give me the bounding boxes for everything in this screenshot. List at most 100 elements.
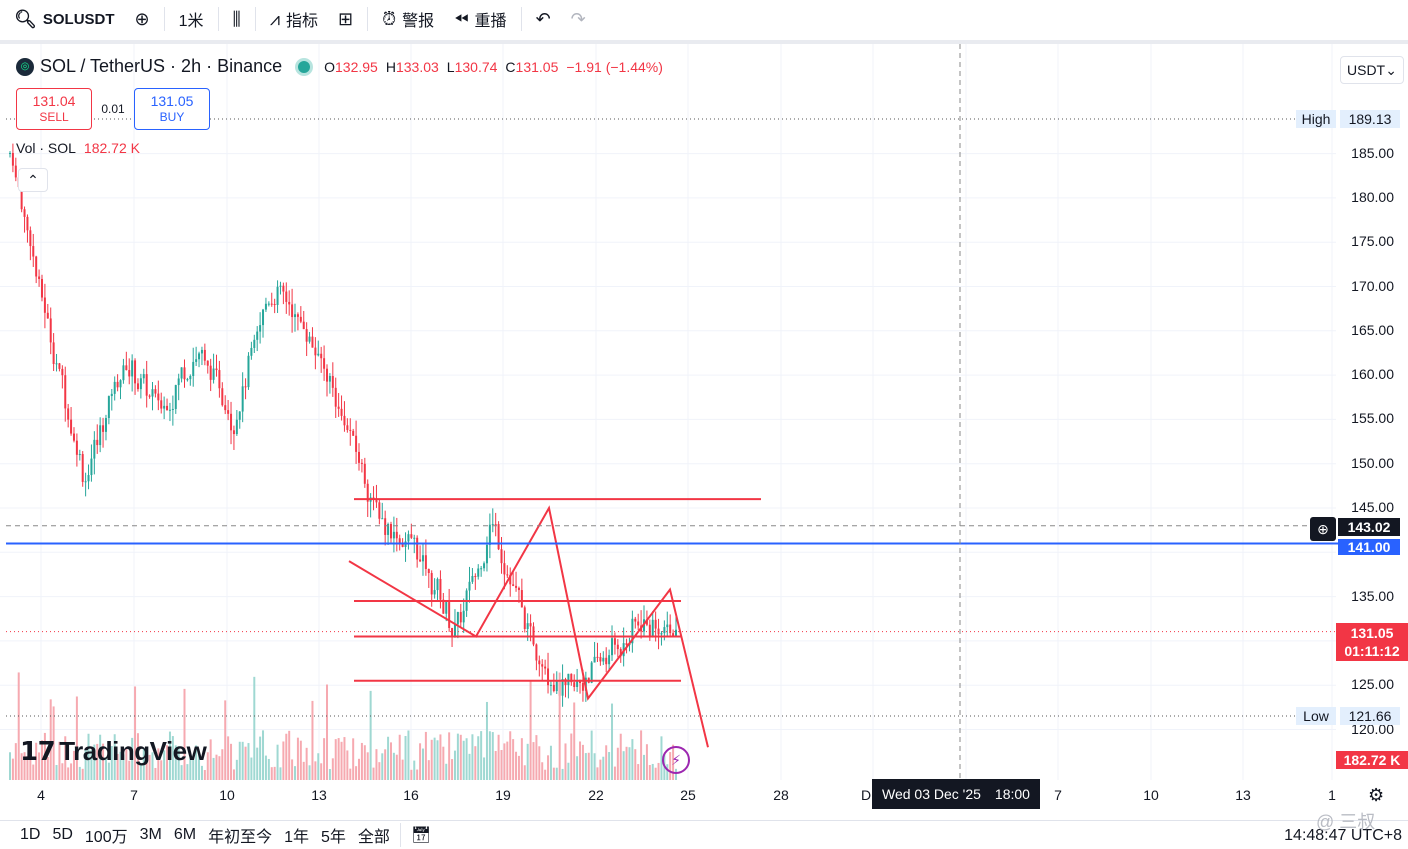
rewind-icon: ⏪︎	[454, 9, 469, 29]
volume-bar	[311, 700, 314, 780]
plus-circle-icon: ⊕	[134, 9, 150, 29]
volume-bar	[241, 741, 244, 780]
volume-bar	[75, 696, 78, 780]
time-tick-label: 4	[37, 787, 45, 803]
market-status-icon[interactable]	[298, 60, 311, 73]
sell-price: 131.04	[32, 93, 76, 109]
alert-button[interactable]: ⏰︎ 警报	[372, 0, 444, 38]
volume-bar	[52, 706, 55, 780]
indicators-button[interactable]: ⩘ 指标	[260, 0, 328, 38]
volume-bar	[110, 746, 113, 780]
range-all[interactable]: 全部	[357, 829, 390, 846]
price-chart[interactable]	[0, 44, 1408, 820]
candle-body	[221, 388, 224, 406]
candle-body	[262, 309, 265, 326]
candle-body	[212, 368, 215, 380]
time-tick-label: 7	[1054, 787, 1062, 803]
candle-body	[104, 418, 107, 432]
volume-bar	[654, 767, 657, 780]
gear-icon[interactable]: ⚙︎	[1368, 785, 1385, 805]
symbol-search-button[interactable]: 🔍︎ SOLUSDT	[0, 0, 125, 38]
range-ytd[interactable]: 年初至今	[208, 829, 273, 846]
volume-bar	[253, 676, 256, 780]
candle-body	[302, 321, 305, 330]
collapse-legend-button[interactable]: ⌃	[18, 168, 48, 192]
candle-body	[206, 360, 209, 366]
volume-bar	[558, 672, 561, 780]
volume-bar	[372, 767, 375, 780]
candle-body	[125, 365, 128, 371]
volume-bar	[267, 758, 270, 780]
series-title[interactable]: SOL / TetherUS · 2h · Binance	[40, 56, 283, 76]
interval-label: 1米	[178, 13, 204, 30]
candle-body	[549, 684, 552, 686]
last-price: 131.05	[1350, 625, 1394, 641]
layouts-button[interactable]: ⊞	[328, 0, 363, 38]
range-5d[interactable]: 5D	[52, 826, 73, 843]
currency-selector[interactable]: USDT ⌄	[1340, 56, 1404, 84]
volume-bar	[561, 768, 564, 780]
chevron-down-icon: ⌄	[1385, 61, 1397, 78]
range-3m[interactable]: 3M	[139, 826, 162, 843]
volume-bar	[168, 731, 171, 780]
volume-bar	[375, 749, 378, 780]
candle-body	[192, 361, 195, 377]
volume-bar	[416, 769, 419, 780]
add-alert-plus-icon[interactable]: ⊕	[1310, 517, 1336, 541]
close-key: C	[505, 58, 516, 75]
volume-bar	[625, 746, 628, 780]
last-price-tag: 131.05 01:11:12	[1336, 623, 1408, 661]
volume-bar	[346, 750, 349, 780]
volume-bar	[20, 753, 23, 780]
candle-body	[346, 425, 349, 430]
chart-pane[interactable]	[0, 44, 1408, 820]
sell-button[interactable]: 131.04 SELL	[16, 88, 92, 130]
volume-bar	[611, 703, 614, 780]
candle-body	[70, 419, 73, 434]
range-1y[interactable]: 1年	[284, 829, 309, 846]
buy-button[interactable]: 131.05 BUY	[134, 88, 210, 130]
range-6m[interactable]: 6M	[173, 826, 197, 843]
candle-body	[675, 629, 677, 637]
date-range-icon[interactable]: 📅︎	[410, 827, 432, 844]
candle-body	[331, 376, 334, 388]
replay-button[interactable]: ⏪︎ 重播	[444, 0, 516, 38]
volume-bar	[456, 733, 459, 780]
interval-button[interactable]: 1米	[169, 0, 214, 38]
range-1d[interactable]: 1D	[20, 826, 41, 843]
chart-type-button[interactable]: ⫼	[223, 0, 251, 38]
range-5y[interactable]: 5年	[321, 829, 346, 846]
range-1m[interactable]: 100万	[84, 829, 128, 846]
candle-body	[131, 360, 134, 377]
candle-body	[328, 376, 331, 382]
volume-bar	[378, 762, 381, 780]
candle-body	[352, 430, 355, 436]
divider	[367, 7, 369, 31]
volume-bar	[139, 764, 142, 780]
crosshair-date: Wed 03 Dec '25	[882, 786, 981, 802]
candle-body	[392, 531, 395, 539]
volume-bar	[567, 762, 570, 780]
candle-body	[407, 534, 410, 542]
bottom-toolbar: 1D 5D 100万 3M 6M 年初至今 1年 5年 全部 📅︎ 14:48:…	[0, 820, 1408, 849]
redo-button[interactable]: ↷	[561, 0, 596, 38]
candle-body	[349, 429, 352, 431]
volume-name[interactable]: Vol · SOL	[16, 140, 76, 156]
volume-bar	[462, 740, 465, 780]
undo-button[interactable]: ↶	[526, 0, 561, 38]
lightning-icon[interactable]: ⚡︎	[662, 746, 690, 774]
candle-body	[334, 387, 337, 407]
volume-bar	[23, 752, 26, 780]
compare-button[interactable]: ⊕	[125, 0, 160, 38]
volume-bar	[497, 734, 500, 780]
candle-body	[436, 578, 439, 591]
candle-body	[110, 393, 113, 397]
volume-bar	[512, 739, 515, 780]
clock[interactable]: 14:48:47 UTC+8	[1284, 827, 1402, 844]
volume-bar	[392, 752, 395, 780]
volume-bar	[334, 739, 337, 780]
time-axis[interactable]: 4 7 10 13 16 19 22 25 28 D 7 10 13 1	[0, 784, 1408, 806]
alert-price-tag[interactable]: 141.00	[1338, 539, 1400, 555]
candle-body	[78, 454, 81, 456]
volume-bar	[282, 741, 285, 780]
